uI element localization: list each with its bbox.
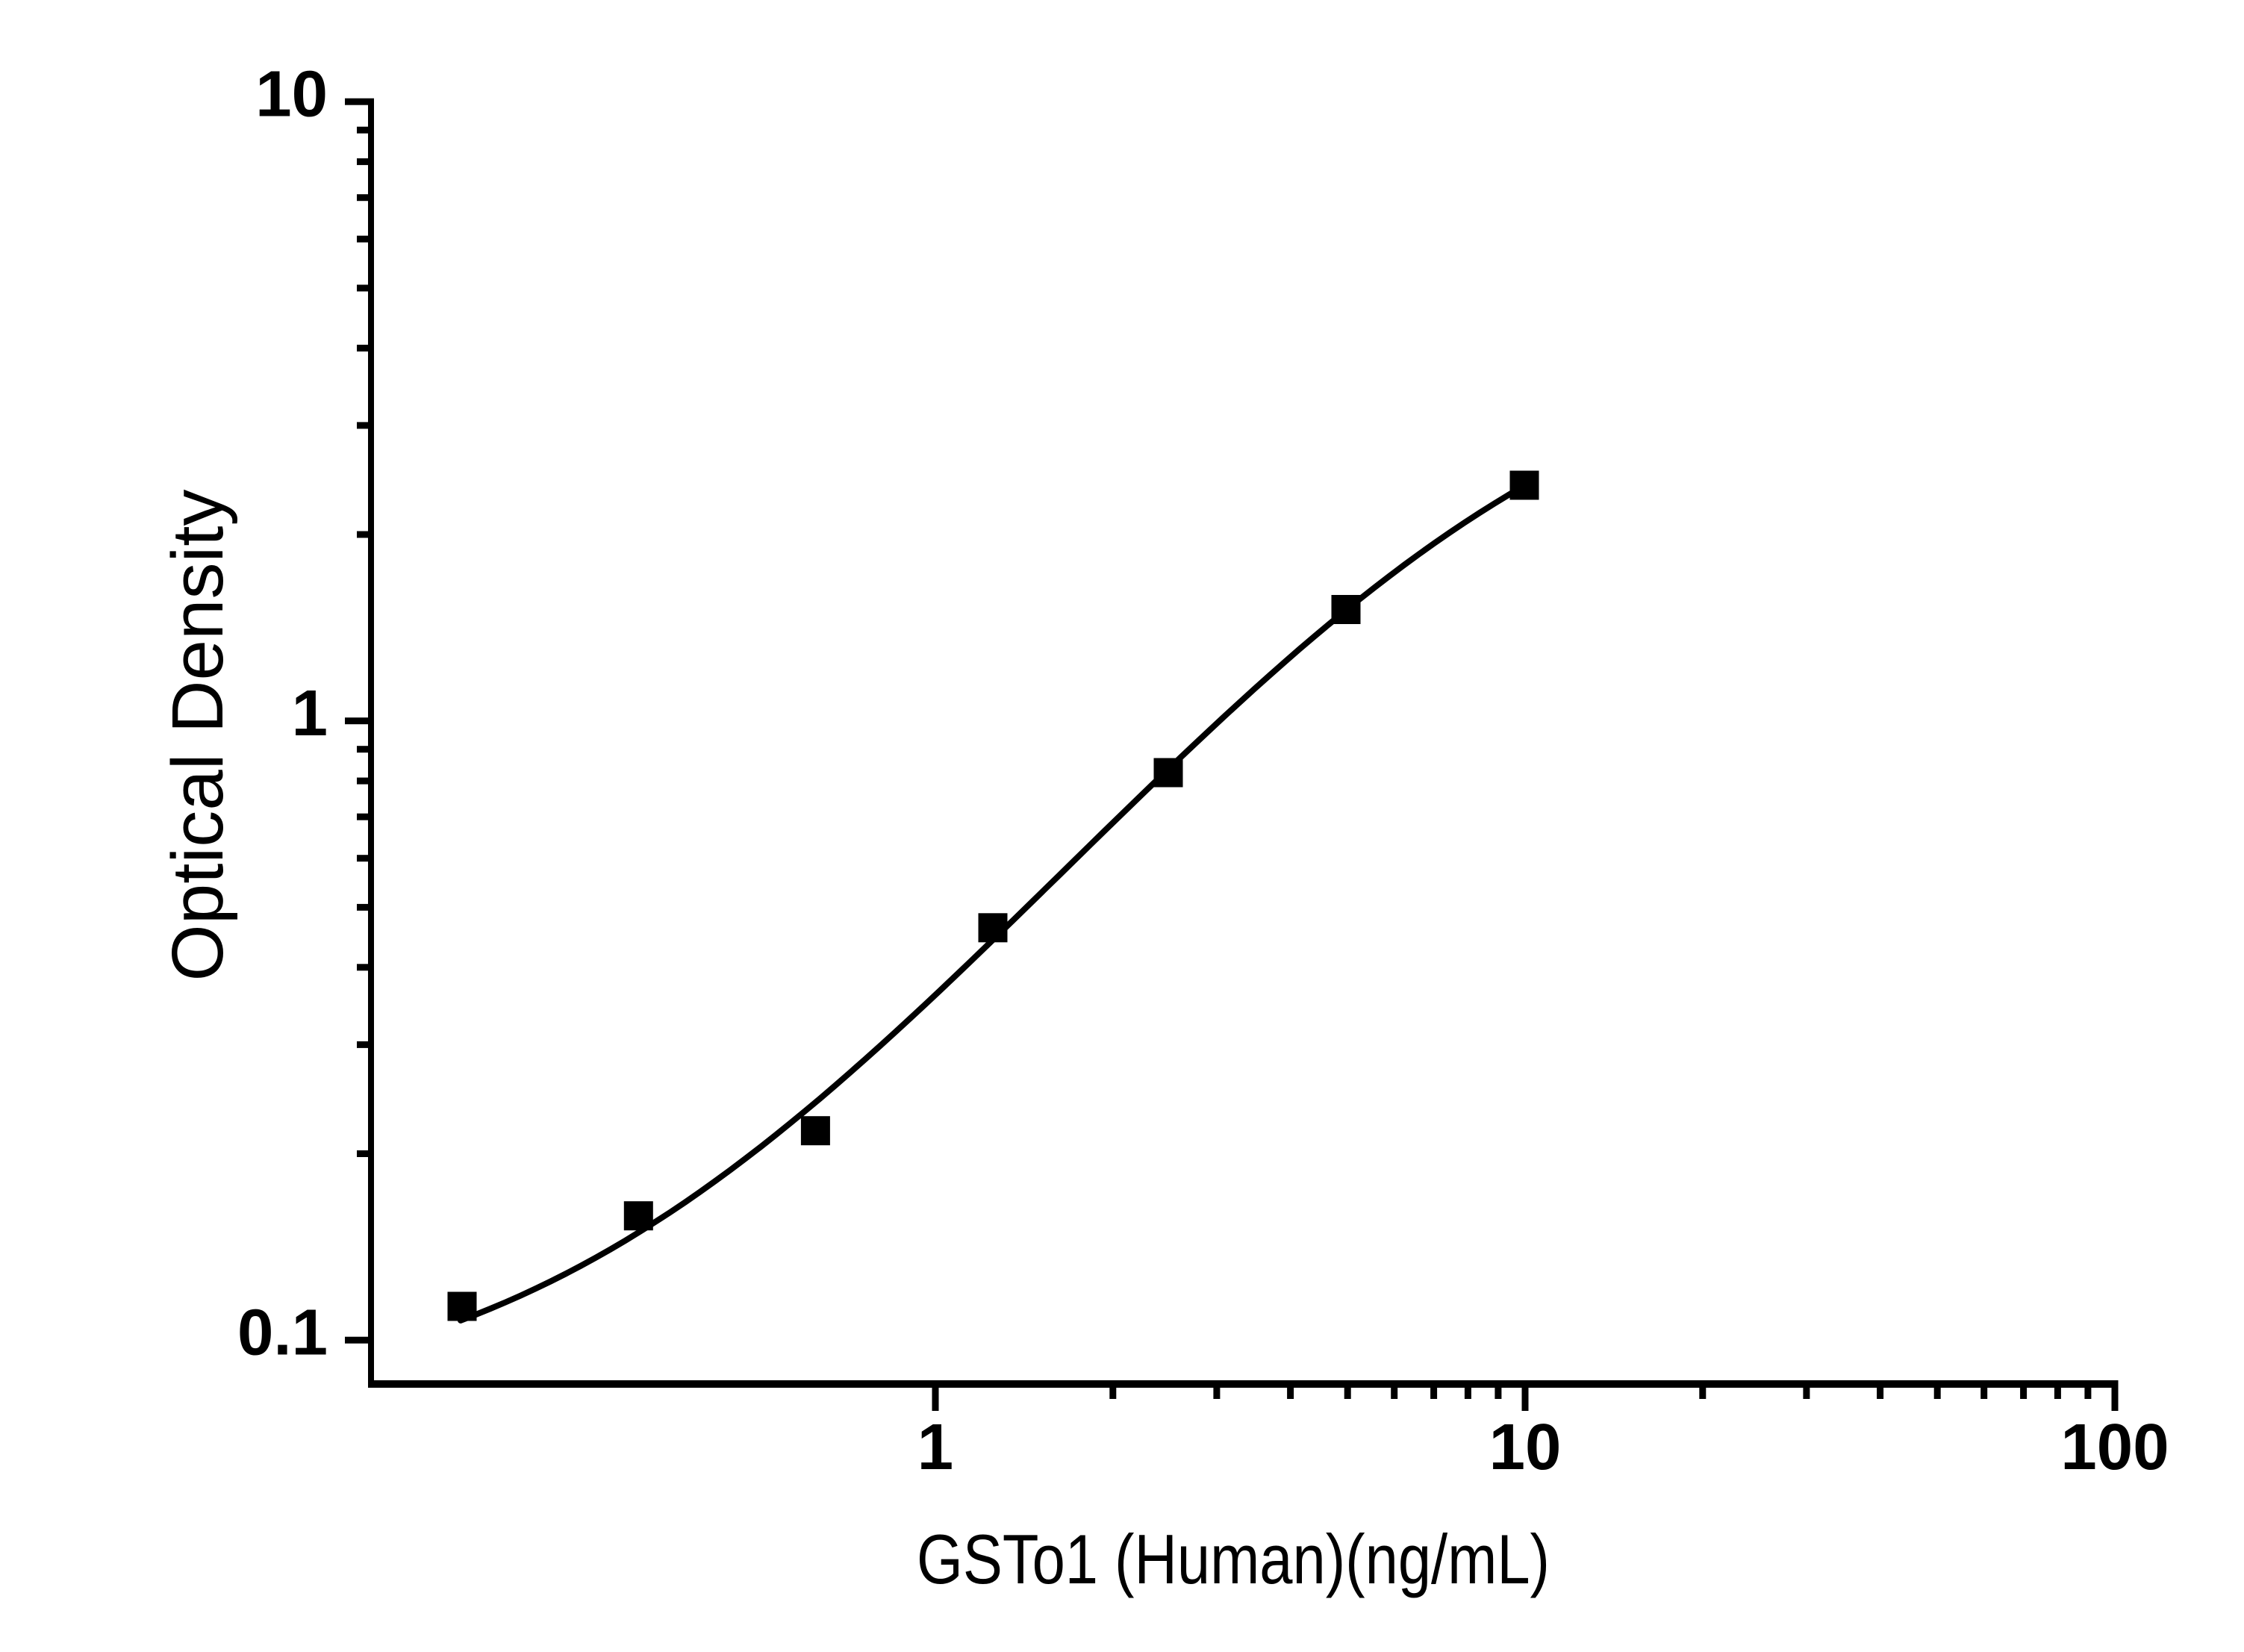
svg-text:10: 10 [255, 58, 328, 131]
svg-text:Optical Density: Optical Density [157, 489, 238, 981]
svg-text:GSTo1 (Human)(ng/mL): GSTo1 (Human)(ng/mL) [917, 1520, 1550, 1598]
svg-text:0.1: 0.1 [237, 1297, 328, 1369]
svg-text:10: 10 [1489, 1411, 1562, 1483]
svg-text:100: 100 [2060, 1411, 2169, 1483]
svg-text:1: 1 [292, 677, 328, 749]
svg-text:1: 1 [917, 1411, 953, 1483]
